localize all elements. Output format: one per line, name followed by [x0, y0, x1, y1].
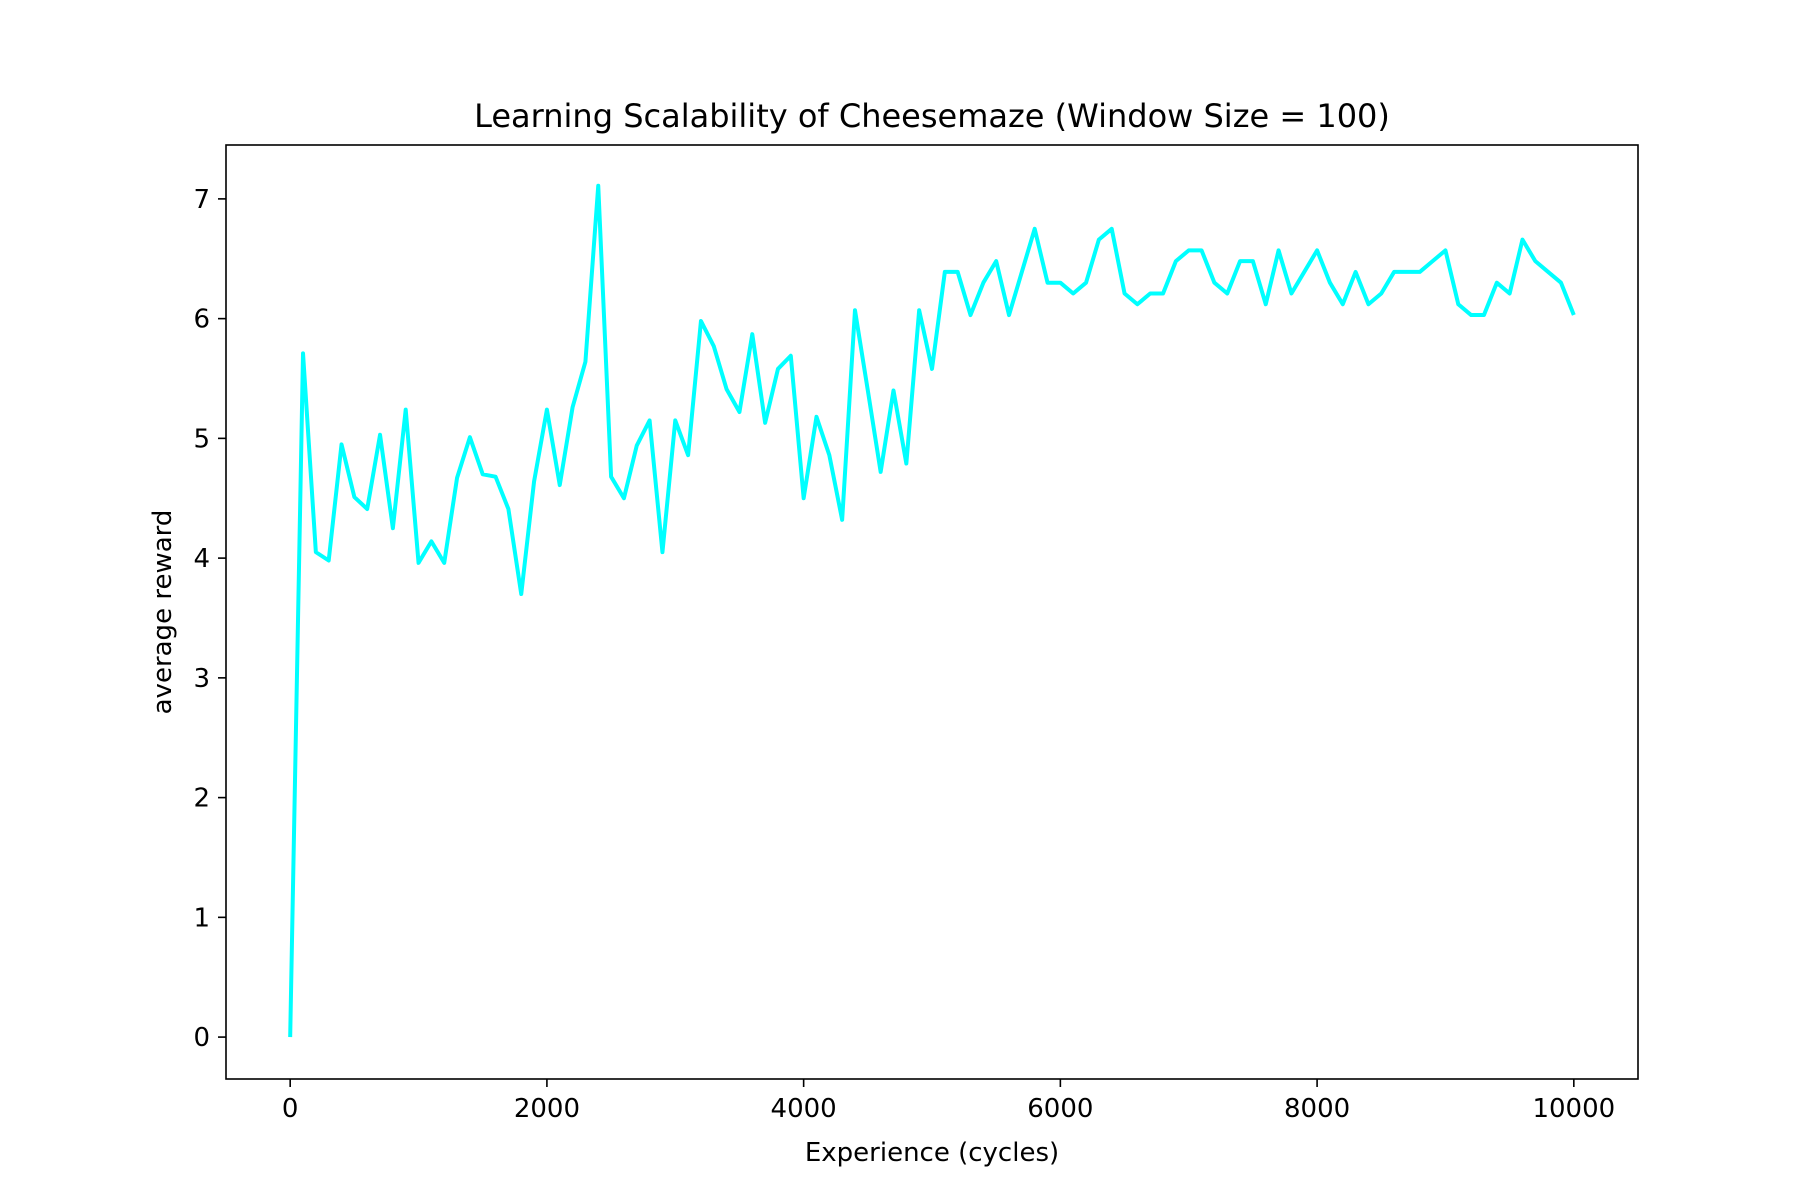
x-tick-label: 4000 [771, 1094, 837, 1124]
chart-title: Learning Scalability of Cheesemaze (Wind… [474, 97, 1390, 135]
x-tick-label: 0 [282, 1094, 299, 1124]
x-axis-label: Experience (cycles) [805, 1138, 1059, 1168]
y-tick-label: 4 [193, 544, 210, 574]
y-tick-label: 6 [193, 305, 210, 335]
y-tick-label: 2 [193, 784, 210, 814]
series-line [288, 183, 1576, 1038]
x-tick-label: 8000 [1284, 1094, 1350, 1124]
y-tick-label: 5 [193, 424, 210, 454]
y-tick-label: 1 [193, 903, 210, 933]
plot-frame [225, 144, 1639, 1080]
x-tick-label: 2000 [514, 1094, 580, 1124]
y-tick-label: 0 [193, 1023, 210, 1053]
y-axis-label: average reward [148, 510, 178, 715]
y-tick-label: 3 [193, 664, 210, 694]
series-layer [288, 183, 1576, 1038]
axis-ticks: 0 2000 4000 6000 8000 10000 0 1 2 3 4 5 6 7 [193, 185, 1615, 1124]
y-tick-label: 7 [193, 185, 210, 215]
x-tick-label: 10000 [1532, 1094, 1615, 1124]
x-tick-label: 6000 [1027, 1094, 1093, 1124]
